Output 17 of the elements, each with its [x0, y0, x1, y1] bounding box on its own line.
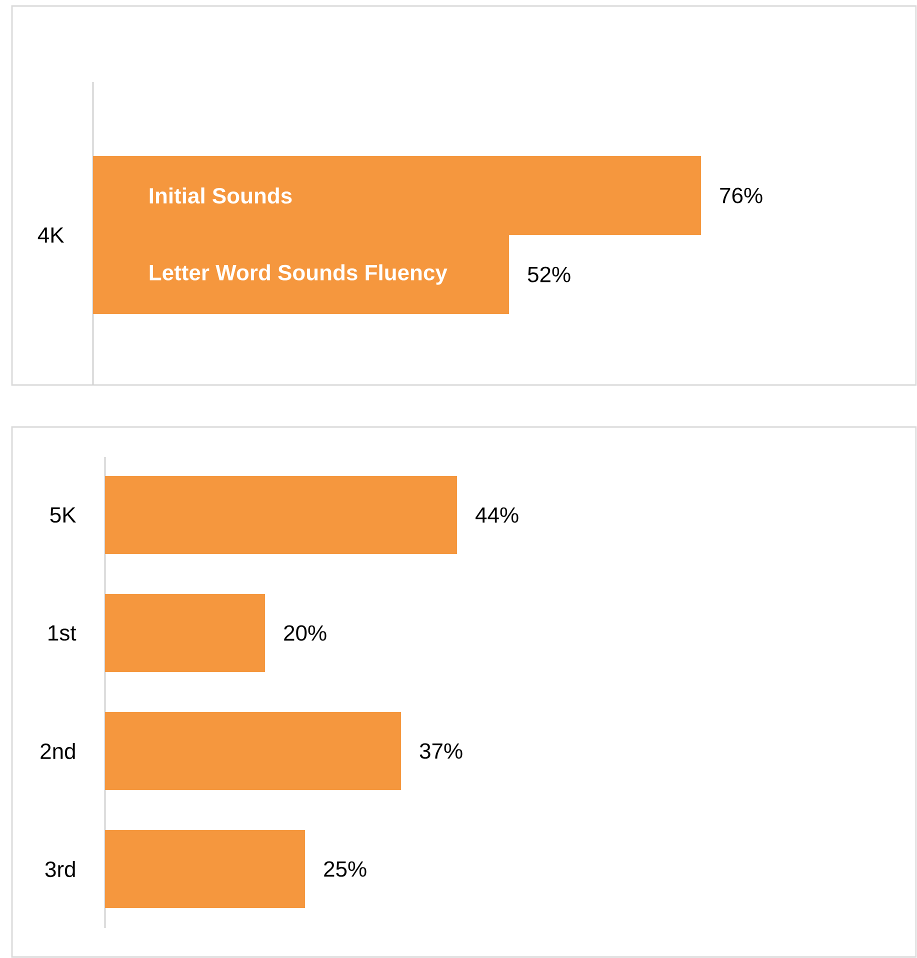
bar [105, 476, 458, 554]
y-tick-label: 1st [48, 625, 76, 641]
data-label: 44% [476, 507, 518, 523]
y-tick-label: 5K [50, 507, 76, 523]
series-label: Letter Word Sounds Fluency [150, 264, 448, 285]
y-tick-label: 4K [38, 227, 64, 243]
bar [105, 712, 402, 790]
data-label: 52% [528, 266, 570, 282]
data-label: 37% [420, 743, 462, 759]
bar [105, 830, 306, 908]
series-label: Initial Sounds [150, 187, 292, 204]
data-label: 76% [720, 188, 762, 204]
data-label: 25% [324, 861, 366, 877]
y-tick-label: 3rd [45, 860, 75, 878]
bar [105, 594, 266, 672]
data-label: 20% [284, 625, 326, 641]
y-tick-label: 2nd [40, 742, 75, 760]
